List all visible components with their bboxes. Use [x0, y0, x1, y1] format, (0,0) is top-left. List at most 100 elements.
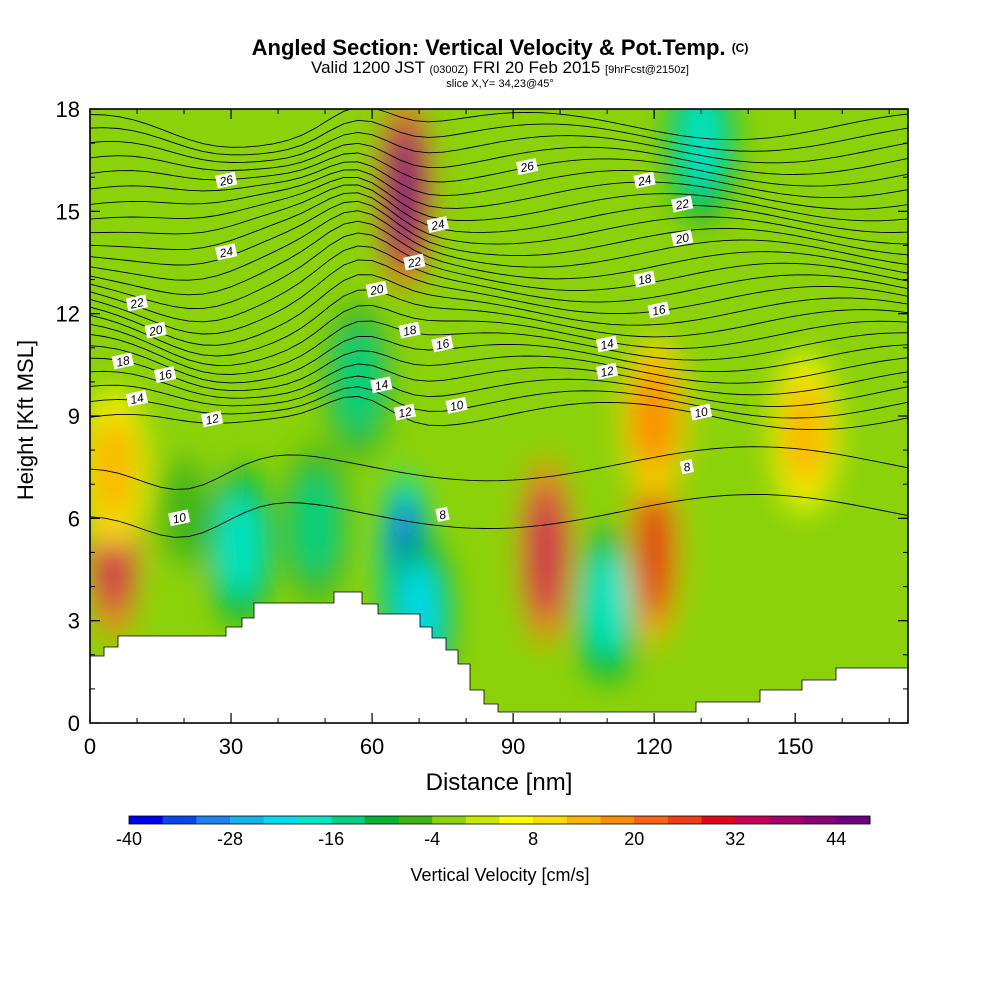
contour-label-bg [689, 403, 713, 421]
colorbar-swatch-3 [230, 816, 265, 824]
contour-label-bg [215, 243, 238, 261]
theta-line-14 [90, 210, 908, 281]
chart-valid-time: Valid 1200 JST (0300Z) FRI 20 Feb 2015 [… [0, 58, 1000, 78]
colorbar-swatch-14 [600, 816, 635, 824]
x-tick-label: 90 [501, 734, 525, 759]
colorbar-swatch-5 [297, 816, 332, 824]
theta-contour-labels: 2624222018161412102624222018161412108242… [111, 158, 713, 527]
theta-line-5 [90, 335, 908, 384]
contour-label-16: 12 [595, 362, 619, 380]
slice-info: slice X,Y= 34,23@45° [446, 78, 554, 90]
x-tick-label: 120 [636, 734, 673, 759]
theta-low-10 [90, 494, 908, 538]
contour-label-text: 16 [435, 336, 451, 353]
contour-label-bg [200, 410, 224, 428]
contour-label-14: 16 [647, 301, 670, 319]
contour-label-text: 12 [204, 411, 220, 428]
contour-label-5: 16 [153, 366, 177, 384]
theta-line-12 [90, 232, 908, 309]
contour-label-1: 24 [215, 243, 238, 261]
theta-line-6 [90, 320, 908, 375]
contour-label-text: 26 [217, 172, 234, 189]
colorbar-swatch-19 [768, 816, 804, 824]
theta-line-18 [90, 176, 908, 222]
theta-line-10 [90, 259, 908, 335]
colorbar-swatch-15 [634, 816, 669, 824]
contour-label-bg [679, 459, 695, 475]
contour-label-bg [595, 362, 619, 380]
contour-label-25: 12 [393, 403, 417, 421]
axes: 0 30 60 90 120 150 0 3 6 9 12 15 18 [56, 97, 908, 759]
contour-label-bg [595, 335, 619, 353]
colorbar-swatch-17 [701, 816, 736, 824]
contour-label-text: 18 [115, 353, 131, 370]
contour-label-text: 8 [438, 507, 448, 522]
contour-label-bg [515, 158, 539, 175]
contour-label-bg [125, 294, 149, 312]
theta-contours [90, 109, 908, 538]
y-tick-label: 0 [68, 711, 80, 736]
contour-label-text: 24 [429, 217, 446, 234]
theta-line-16 [90, 192, 908, 251]
theta-line-20 [90, 161, 908, 199]
colorbar-tick-label: 8 [528, 829, 538, 849]
theta-line-11 [90, 245, 908, 323]
contour-label-bg [445, 396, 468, 414]
x-tick-label: 30 [219, 734, 243, 759]
y-tick-label: 6 [68, 506, 80, 531]
contour-label-bg [393, 403, 417, 421]
colorbar-swatch-11 [499, 816, 534, 824]
colorbar-swatch-21 [836, 816, 871, 824]
contour-label-24: 14 [370, 376, 393, 394]
x-axis-label: Distance [nm] [426, 769, 573, 796]
velocity-cell-10 [583, 548, 632, 659]
contour-label-9: 26 [515, 158, 539, 175]
theta-line-0 [90, 396, 908, 431]
colorbar-swatch-20 [802, 816, 837, 824]
contour-label-text: 14 [129, 391, 145, 408]
colorbar-swatch-0 [129, 816, 164, 824]
colorbar-tick-label: -16 [318, 829, 344, 849]
colorbar-tick-label: -40 [116, 829, 142, 849]
velocity-cell-9 [530, 482, 563, 623]
theta-low-8 [90, 446, 908, 490]
contour-label-text: 12 [599, 363, 615, 380]
contour-label-bg [671, 195, 694, 213]
valid-prefix: Valid 1200 JST [311, 58, 425, 77]
contour-label-text: 20 [147, 322, 164, 339]
contour-label-bg [426, 216, 449, 233]
contour-label-18: 8 [679, 459, 695, 475]
velocity-cell-13 [677, 109, 726, 199]
colorbar-swatch-18 [735, 816, 770, 824]
contour-label-11: 22 [671, 195, 694, 213]
contour-label-bg [365, 280, 388, 298]
contour-label-12: 20 [671, 229, 694, 247]
theta-line-22 [90, 142, 908, 175]
contour-label-bg [153, 366, 177, 384]
contour-label-7: 12 [200, 410, 224, 428]
colorbar-swatch-9 [432, 816, 467, 824]
theta-line-17 [90, 184, 908, 235]
contour-label-19: 24 [426, 216, 449, 234]
y-tick-label: 15 [56, 199, 80, 224]
contour-label-text: 10 [171, 510, 187, 527]
colorbar-swatch-4 [263, 816, 298, 824]
contour-label-text: 22 [405, 254, 422, 271]
y-tick-label: 9 [68, 404, 80, 429]
contour-label-2: 22 [125, 294, 149, 312]
x-tick-label: 60 [360, 734, 384, 759]
contour-label-6: 14 [125, 389, 149, 408]
theta-line-3 [90, 363, 908, 399]
colorbar-swatch-2 [196, 816, 231, 824]
colorbar-tick-label: -4 [424, 829, 440, 849]
velocity-cell-11 [638, 482, 671, 623]
contour-label-bg [111, 352, 134, 370]
contour-label-bg [403, 253, 426, 271]
valid-utc: (0300Z) [429, 64, 468, 76]
colorbar-swatch-10 [465, 816, 500, 824]
contour-label-bg [671, 229, 694, 247]
contour-label-bg [647, 301, 670, 319]
colorbar-tick-label: 20 [624, 829, 644, 849]
contour-label-bg [435, 506, 450, 523]
contour-label-text: 18 [637, 271, 653, 288]
